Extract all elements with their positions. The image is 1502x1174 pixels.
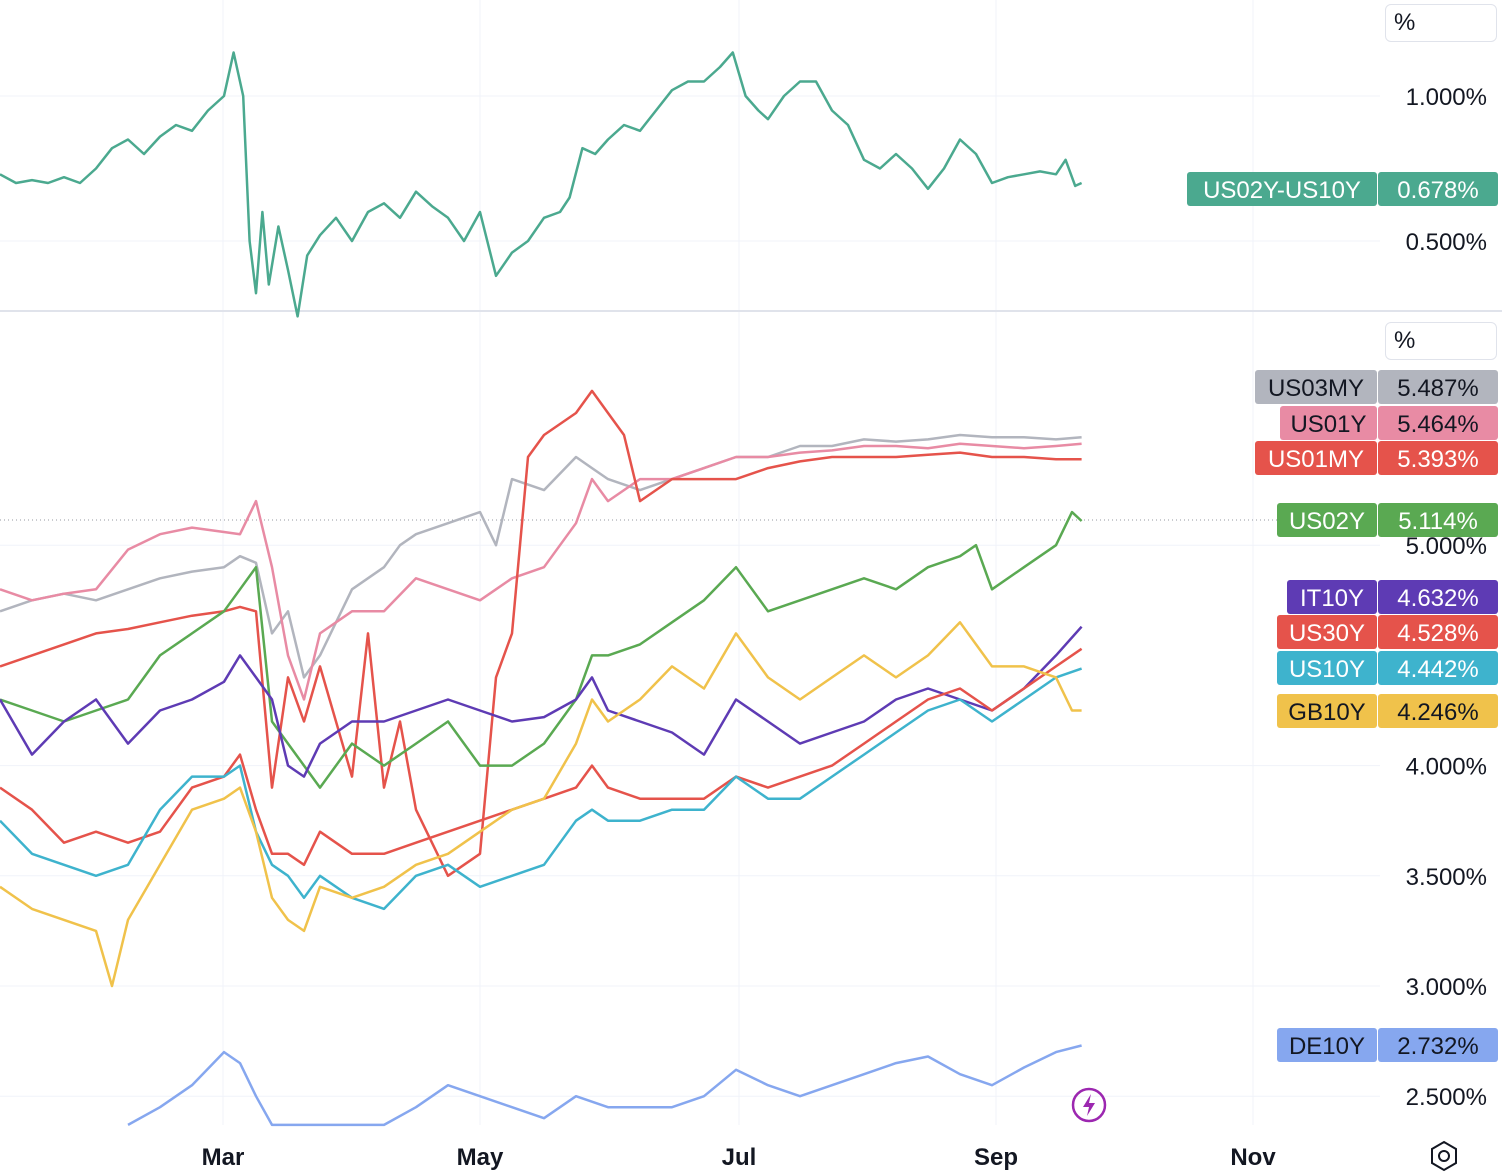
y-axis[interactable]: 0.500% 1.000% 2.500% 3.000% 3.500% 4.000% 5.00…: [1406, 84, 1487, 1111]
x-tick-label: May: [457, 1144, 504, 1171]
grid-lines: [0, 0, 1380, 1125]
series-tag-value: 4.632%: [1397, 585, 1478, 612]
series-tag-value: 2.732%: [1397, 1033, 1478, 1060]
series-tag-us30y: US30Y 4.528%: [1277, 615, 1498, 649]
series-line-us03my: [0, 433, 1082, 679]
series-tag-us01my: US01MY 5.393%: [1255, 441, 1498, 475]
series-line-us01y: [0, 442, 1082, 701]
x-tick-label: Nov: [1230, 1144, 1276, 1171]
series-tag-value: 4.246%: [1397, 699, 1478, 726]
settings-icon[interactable]: [1426, 1138, 1462, 1174]
series-layer: [0, 51, 1083, 1127]
lightning-icon[interactable]: [1070, 1086, 1108, 1124]
series-line-gb10y: [0, 621, 1082, 988]
x-tick-label: Jul: [722, 1144, 757, 1171]
series-tag-us03my: US03MY 5.487%: [1255, 370, 1498, 404]
y-tick-label: 2.500%: [1406, 1084, 1487, 1111]
y-tick-label: 3.500%: [1406, 864, 1487, 891]
series-tag-us01y: US01Y 5.464%: [1280, 406, 1498, 440]
series-tag-name: US02Y: [1289, 508, 1365, 535]
series-line-us02y-us10y: [0, 51, 1083, 318]
series-tag-name: US30Y: [1289, 620, 1365, 647]
series-line-it10y: [0, 625, 1083, 778]
y-tick-label: 5.000%: [1406, 533, 1487, 560]
series-line-us02y: [0, 510, 1083, 789]
y-tick-label: 3.000%: [1406, 974, 1487, 1001]
x-tick-label: Sep: [974, 1144, 1018, 1171]
series-tag-name: DE10Y: [1289, 1033, 1365, 1060]
series-line-us10y: [0, 667, 1083, 911]
series-tag-value: 5.114%: [1398, 508, 1478, 535]
series-tag-value: 5.487%: [1397, 375, 1478, 402]
series-tag-value: 4.442%: [1397, 656, 1478, 683]
series-tag-name: IT10Y: [1300, 585, 1364, 612]
series-tag-value: 4.528%: [1397, 620, 1478, 647]
series-tag-name: GB10Y: [1288, 699, 1365, 726]
series-tag-name: US01MY: [1268, 446, 1364, 473]
unit-selector-top[interactable]: %: [1385, 4, 1497, 42]
series-tag-name: US10Y: [1289, 656, 1365, 683]
series-tag-us02y: US02Y 5.114%: [1277, 503, 1498, 537]
unit-selector-bottom[interactable]: %: [1385, 322, 1497, 360]
y-tick-label: 1.000%: [1406, 84, 1487, 111]
y-tick-label: 4.000%: [1406, 754, 1487, 781]
series-tag-de10y: DE10Y 2.732%: [1277, 1028, 1498, 1062]
series-tag-name: US03MY: [1268, 375, 1364, 402]
y-tick-label: 0.500%: [1406, 229, 1487, 256]
series-tags: US02Y-US10Y 0.678% US03MY 5.487% US01Y 5.464%…: [1187, 172, 1498, 1062]
series-tag-us10y: US10Y 4.442%: [1277, 651, 1498, 685]
series-tag-value: 5.393%: [1397, 446, 1478, 473]
series-tag-value: 5.464%: [1397, 411, 1478, 438]
series-tag-name: US01Y: [1290, 411, 1366, 438]
series-tag-us02y-us10y: US02Y-US10Y 0.678%: [1187, 172, 1498, 206]
series-tag-value: 0.678%: [1397, 177, 1478, 204]
series-line-us30y: [0, 647, 1083, 867]
x-axis[interactable]: Mar May Jul Sep Nov: [202, 1144, 1277, 1171]
series-tag-gb10y: GB10Y 4.246%: [1277, 694, 1498, 728]
series-tag-name: US02Y-US10Y: [1203, 177, 1361, 204]
series-line-us01my: [0, 389, 1082, 878]
x-tick-label: Mar: [202, 1144, 245, 1171]
series-line-de10y: [127, 1044, 1082, 1127]
series-tag-it10y: IT10Y 4.632%: [1287, 580, 1498, 614]
